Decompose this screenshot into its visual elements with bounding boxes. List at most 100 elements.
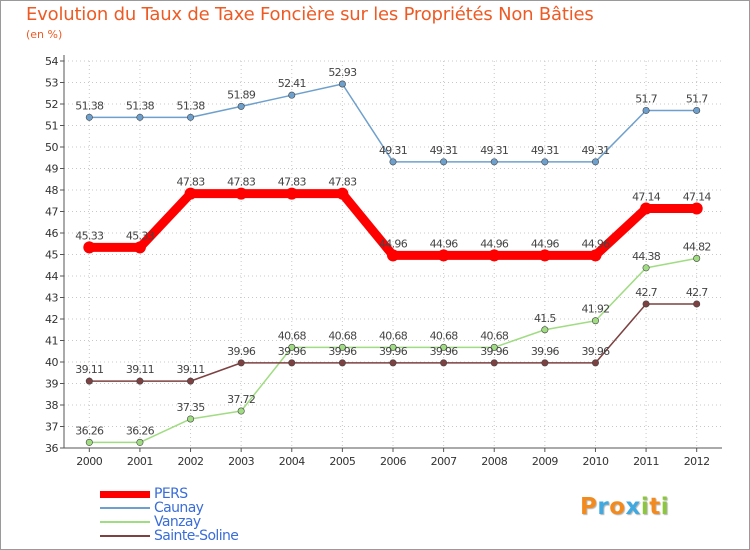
data-point-pers xyxy=(589,249,602,262)
data-point-pers xyxy=(690,202,703,215)
data-point-sainte-soline xyxy=(642,300,650,308)
data-label-pers: 44.96 xyxy=(480,237,509,250)
data-point-caunay xyxy=(187,113,195,121)
data-point-vanzay xyxy=(541,326,549,334)
logo-letter: t xyxy=(649,494,661,520)
legend-label-caunay: Caunay xyxy=(154,500,204,516)
data-label-pers: 45.33 xyxy=(75,229,104,242)
data-point-sainte-soline xyxy=(541,359,549,367)
y-tick-label: 47 xyxy=(45,206,58,219)
data-point-sainte-soline xyxy=(187,377,195,385)
logo-letter: P xyxy=(580,494,598,520)
legend-label-sainte-soline: Sainte-Soline xyxy=(154,528,239,544)
data-point-caunay xyxy=(389,158,397,166)
data-label-sainte-soline: 39.96 xyxy=(379,345,408,358)
data-point-pers xyxy=(437,249,450,262)
data-label-caunay: 51.7 xyxy=(635,92,657,105)
legend-item-caunay: Caunay xyxy=(100,500,340,516)
data-point-sainte-soline xyxy=(237,359,245,367)
y-tick-label: 46 xyxy=(45,227,58,240)
data-label-pers: 47.14 xyxy=(683,190,712,203)
data-point-caunay xyxy=(288,91,296,99)
data-label-vanzay: 40.68 xyxy=(278,329,307,342)
data-point-sainte-soline xyxy=(693,300,701,308)
y-tick-label: 36 xyxy=(45,442,58,455)
x-tick-label: 2010 xyxy=(582,455,608,468)
legend-label-vanzay: Vanzay xyxy=(154,514,201,530)
data-point-sainte-soline xyxy=(85,377,93,385)
data-label-caunay: 49.31 xyxy=(531,144,559,157)
data-label-caunay: 49.31 xyxy=(480,144,508,157)
data-label-sainte-soline: 39.96 xyxy=(278,345,307,358)
data-label-sainte-soline: 39.11 xyxy=(75,363,103,376)
data-point-vanzay xyxy=(187,415,195,423)
data-label-caunay: 49.31 xyxy=(379,144,407,157)
data-label-pers: 47.83 xyxy=(278,176,307,189)
proxiti-logo: Proxiti xyxy=(580,490,690,524)
data-label-caunay: 51.7 xyxy=(686,92,708,105)
chart-title: Evolution du Taux de Taxe Foncière sur l… xyxy=(26,4,594,25)
data-point-pers xyxy=(640,202,653,215)
data-label-pers: 44.96 xyxy=(531,237,560,250)
y-tick-label: 53 xyxy=(45,77,58,90)
x-tick-label: 2003 xyxy=(228,455,254,468)
data-label-caunay: 51.89 xyxy=(227,88,256,101)
data-label-sainte-soline: 39.96 xyxy=(430,345,459,358)
x-tick-label: 2009 xyxy=(532,455,558,468)
x-tick-label: 2001 xyxy=(127,455,153,468)
data-label-pers: 45.33 xyxy=(126,229,155,242)
legend-item-sainte-soline: Sainte-Soline xyxy=(100,528,340,544)
data-label-pers: 44.96 xyxy=(581,237,610,250)
data-point-vanzay xyxy=(642,264,650,272)
data-label-sainte-soline: 39.96 xyxy=(227,345,256,358)
data-point-vanzay xyxy=(338,343,346,351)
y-tick-label: 49 xyxy=(45,163,58,176)
data-point-caunay xyxy=(490,158,498,166)
data-label-vanzay: 40.68 xyxy=(480,329,509,342)
data-point-vanzay xyxy=(490,343,498,351)
y-tick-label: 43 xyxy=(45,292,58,305)
data-label-vanzay: 36.26 xyxy=(126,424,155,437)
data-point-vanzay xyxy=(237,407,245,415)
data-label-pers: 47.83 xyxy=(177,176,206,189)
x-tick-label: 2005 xyxy=(329,455,355,468)
chart-subtitle: (en %) xyxy=(26,28,63,41)
data-point-sainte-soline xyxy=(288,359,296,367)
y-tick-label: 39 xyxy=(45,378,58,391)
data-label-vanzay: 36.26 xyxy=(75,424,104,437)
data-point-pers xyxy=(83,241,96,254)
logo-letter: r xyxy=(597,494,610,520)
data-point-caunay xyxy=(642,106,650,114)
data-point-vanzay xyxy=(693,254,701,262)
data-point-caunay xyxy=(136,113,144,121)
data-point-vanzay xyxy=(288,343,296,351)
data-label-caunay: 49.31 xyxy=(430,144,458,157)
data-label-sainte-soline: 39.11 xyxy=(126,363,154,376)
y-tick-label: 52 xyxy=(45,98,58,111)
data-label-vanzay: 37.35 xyxy=(177,401,206,414)
data-label-sainte-soline: 39.96 xyxy=(328,345,357,358)
data-label-caunay: 51.38 xyxy=(177,99,206,112)
y-tick-label: 54 xyxy=(45,55,58,68)
y-tick-label: 37 xyxy=(45,421,58,434)
x-tick-label: 2000 xyxy=(76,455,102,468)
logo-letter: x xyxy=(625,494,641,520)
data-label-pers: 44.96 xyxy=(379,237,408,250)
x-tick-label: 2007 xyxy=(431,455,457,468)
data-label-sainte-soline: 39.11 xyxy=(177,363,205,376)
x-tick-label: 2012 xyxy=(684,455,710,468)
data-label-sainte-soline: 39.96 xyxy=(531,345,560,358)
data-point-vanzay xyxy=(591,317,599,325)
data-label-caunay: 52.93 xyxy=(328,66,357,79)
legend-swatch-caunay xyxy=(100,507,150,509)
x-tick-label: 2004 xyxy=(279,455,305,468)
data-point-sainte-soline xyxy=(440,359,448,367)
x-tick-label: 2002 xyxy=(178,455,204,468)
legend-label-pers: PERS xyxy=(154,486,188,502)
data-point-caunay xyxy=(338,80,346,88)
legend-swatch-sainte-soline xyxy=(100,535,150,537)
data-point-caunay xyxy=(541,158,549,166)
data-label-sainte-soline: 39.96 xyxy=(581,345,610,358)
data-label-pers: 47.83 xyxy=(328,176,357,189)
